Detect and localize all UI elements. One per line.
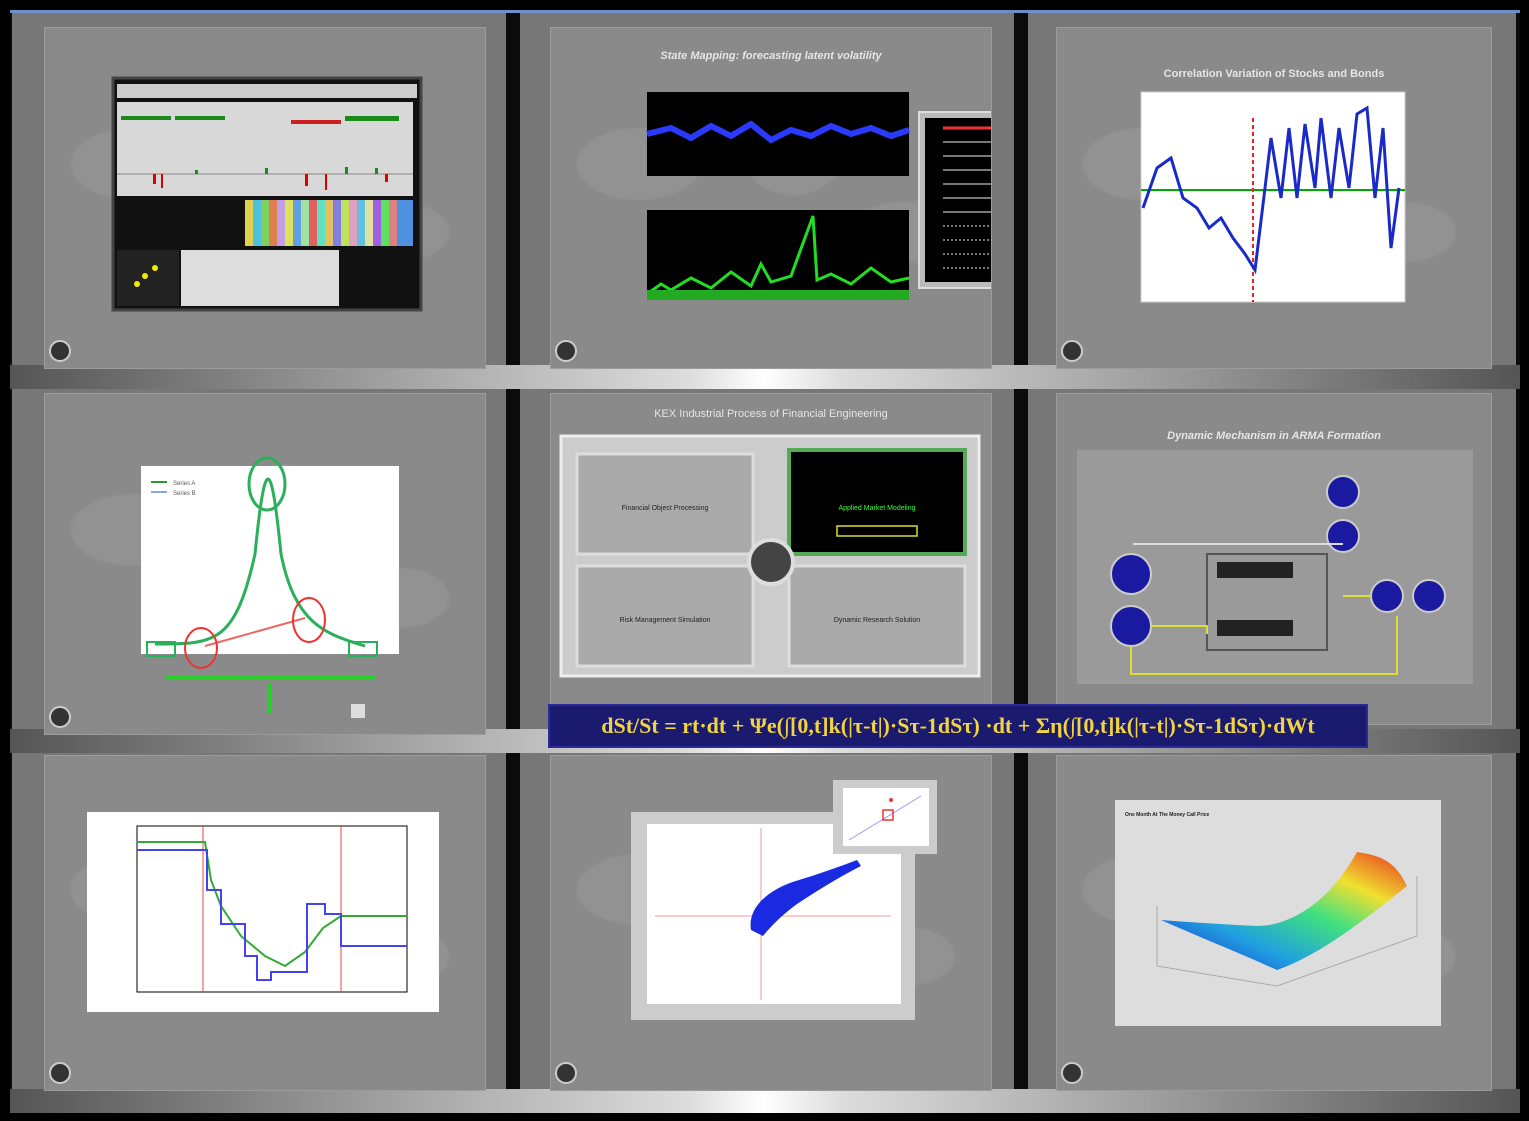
slide-7[interactable]	[44, 755, 486, 1091]
slide-6[interactable]: Dynamic Mechanism in ARMA Formation	[1056, 393, 1492, 725]
process-box-4: Dynamic Research Solution	[834, 617, 920, 624]
slide-5[interactable]: KEX Industrial Process of Financial Engi…	[550, 393, 992, 715]
slide-4-chart: Series A Series B	[141, 456, 399, 718]
legend-series-b: Series B	[173, 491, 196, 497]
process-box-1: Financial Object Processing	[622, 505, 709, 512]
slide-9-chart: One Month At The Money Call Price	[1115, 800, 1441, 1026]
slide-3-title: Correlation Variation of Stocks and Bond…	[1163, 68, 1385, 80]
slide-8-chart	[631, 780, 937, 1020]
presentation-window: State Mapping: forecasting latent volati…	[10, 10, 1520, 1113]
slide-2-title: State Mapping: forecasting latent volati…	[660, 50, 882, 62]
company-logo-icon	[555, 1062, 577, 1084]
slide-2[interactable]: State Mapping: forecasting latent volati…	[550, 27, 992, 369]
slide-9[interactable]: One Month At The Money Call Price	[1056, 755, 1492, 1091]
company-logo-icon	[555, 340, 577, 362]
formula-banner: dSt/St = rt·dt + Ψe(∫[0,t]k(|τ-t|)·Sτ-1d…	[548, 704, 1368, 748]
row-separator-1	[10, 365, 1520, 389]
company-logo-icon	[49, 706, 71, 728]
slide-2-charts	[646, 92, 991, 300]
slide-4[interactable]: Series A Series B	[44, 393, 486, 735]
legend-series-a: Series A	[173, 481, 195, 487]
slide-1[interactable]	[44, 27, 486, 369]
slide-5-diagram: Financial Object Processing Applied Mark…	[559, 434, 981, 678]
process-box-3: Risk Management Simulation	[619, 617, 710, 624]
slide-1-dashboard	[111, 76, 423, 312]
slide-7-chart	[87, 812, 439, 1012]
slide-3-chart	[1140, 91, 1406, 303]
company-logo-icon	[1061, 1062, 1083, 1084]
company-logo-icon	[49, 1062, 71, 1084]
process-box-2: Applied Market Modeling	[838, 505, 915, 512]
company-logo-icon	[49, 340, 71, 362]
slide-3[interactable]: Correlation Variation of Stocks and Bond…	[1056, 27, 1492, 369]
slide-9-title: One Month At The Money Call Price	[1125, 812, 1209, 818]
slide-6-diagram	[1077, 450, 1473, 684]
slide-5-title: KEX Industrial Process of Financial Engi…	[654, 408, 888, 420]
company-logo-icon	[1061, 340, 1083, 362]
row-separator-3	[10, 1089, 1520, 1113]
slide-6-title: Dynamic Mechanism in ARMA Formation	[1167, 430, 1381, 442]
slide-8[interactable]	[550, 755, 992, 1091]
